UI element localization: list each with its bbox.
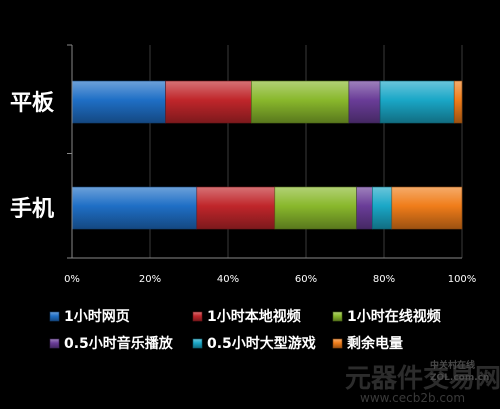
x-tick-label: 100% bbox=[448, 274, 477, 285]
legend-label: 1小时在线视频 bbox=[347, 308, 441, 325]
legend-swatch bbox=[332, 311, 343, 322]
legend-label: 1小时网页 bbox=[64, 308, 130, 325]
bar-segment bbox=[71, 80, 166, 124]
zol-logo: 中关村在线 ZOL.com.cn bbox=[430, 359, 489, 383]
legend-swatch bbox=[49, 311, 60, 322]
x-tick-label: 80% bbox=[373, 274, 395, 285]
legend-label: 剩余电量 bbox=[347, 335, 403, 352]
bar-segment bbox=[196, 186, 276, 230]
bar-segment bbox=[371, 186, 393, 230]
category-label: 平板 bbox=[10, 91, 55, 116]
bar-segment bbox=[356, 186, 373, 230]
bar-segment bbox=[71, 186, 198, 230]
x-tick-label: 40% bbox=[217, 274, 239, 285]
watermark-logo-sub: ZOL.com.cn bbox=[430, 373, 489, 383]
bar-segment bbox=[348, 80, 381, 124]
bar-segment bbox=[251, 80, 350, 124]
bar-segment bbox=[165, 80, 252, 124]
legend-label: 0.5小时音乐播放 bbox=[64, 335, 174, 352]
legend: 1小时网页 1小时本地视频 1小时在线视频 0.5小时音乐播放 0.5小时大型游戏 剩余电… bbox=[49, 308, 441, 352]
watermark: 元器件交易网 中关村在线 ZOL.com.cn www.cecb2b.com bbox=[345, 359, 500, 405]
legend-swatch bbox=[49, 338, 60, 349]
watermark-logo-text: 中关村在线 bbox=[430, 359, 475, 371]
x-tick-label: 20% bbox=[139, 274, 161, 285]
legend-swatch bbox=[332, 338, 343, 349]
legend-swatch bbox=[192, 311, 203, 322]
bar-segment bbox=[453, 80, 463, 124]
legend-swatch bbox=[192, 338, 203, 349]
x-tick-label: 60% bbox=[295, 274, 317, 285]
legend-label: 1小时本地视频 bbox=[207, 308, 301, 325]
bar-segment bbox=[274, 186, 357, 230]
legend-label: 0.5小时大型游戏 bbox=[207, 335, 316, 352]
bar-segments bbox=[71, 80, 463, 230]
axes bbox=[67, 44, 462, 259]
watermark-url: www.cecb2b.com bbox=[360, 391, 465, 405]
bar-segment bbox=[391, 186, 463, 230]
category-label: 手机 bbox=[10, 197, 54, 222]
bar-segment bbox=[379, 80, 455, 124]
watermark-text: 元器件交易网 bbox=[345, 363, 500, 394]
x-tick-labels: 0% 20% 40% 60% 80% 100% bbox=[64, 274, 476, 285]
x-tick-label: 0% bbox=[64, 274, 80, 285]
